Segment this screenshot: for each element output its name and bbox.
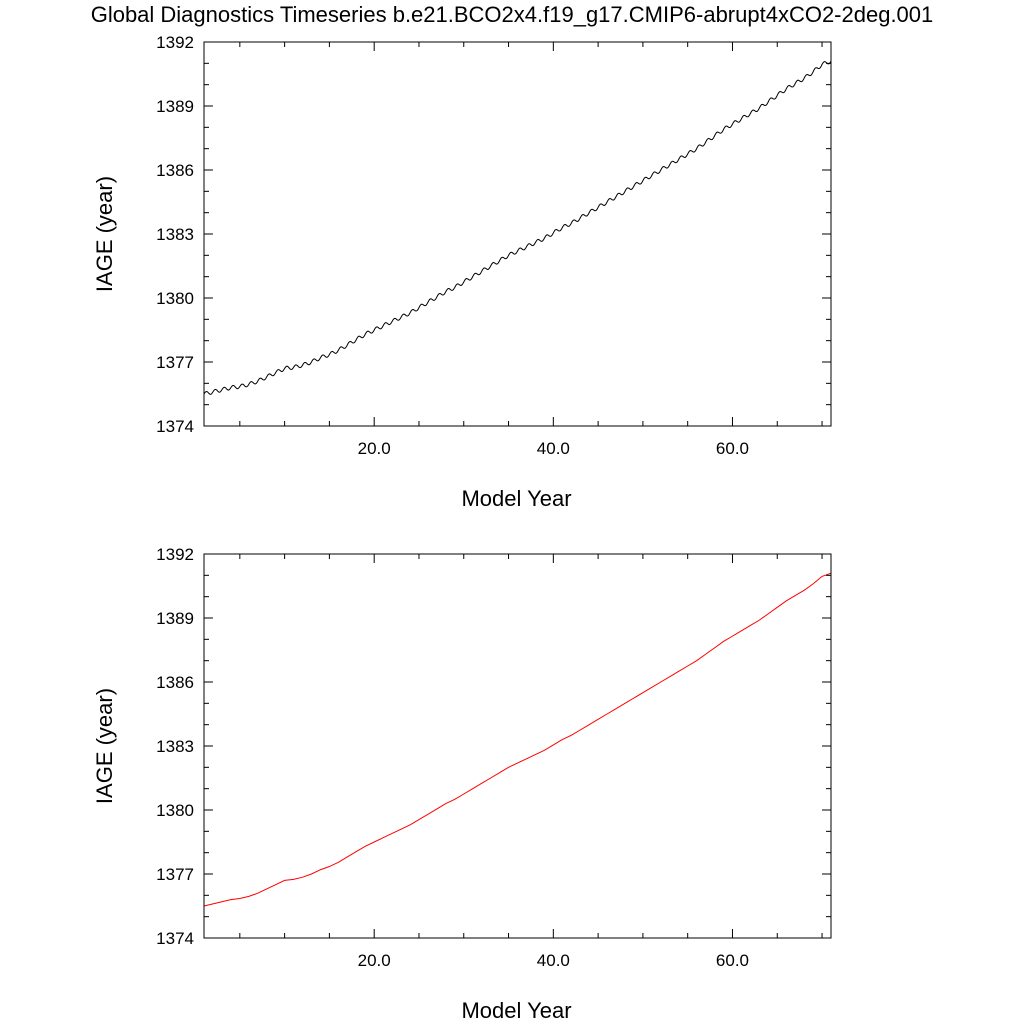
y-tick-label: 1383 [156, 225, 194, 244]
y-tick-label: 1386 [156, 673, 194, 692]
x-axis-label: Model Year [461, 486, 571, 511]
x-tick-label: 20.0 [358, 439, 391, 458]
y-tick-label: 1383 [156, 737, 194, 756]
series-line-1 [203, 572, 832, 907]
y-tick-label: 1389 [156, 97, 194, 116]
x-tick-label: 60.0 [716, 951, 749, 970]
y-tick-label: 1392 [156, 545, 194, 564]
x-axis-label: Model Year [461, 998, 571, 1023]
series-line-1 [203, 60, 832, 395]
y-tick-label: 1386 [156, 161, 194, 180]
y-tick-label: 1389 [156, 609, 194, 628]
y-tick-label: 1374 [156, 417, 194, 436]
plot-panel-2: 20.0 40.0 60.0 1374 1377 1380 1383 1386 1389 1392… [92, 545, 832, 1023]
y-tick-label: 1392 [156, 33, 194, 52]
x-tick-label: 60.0 [716, 439, 749, 458]
y-tick-label: 1374 [156, 929, 194, 948]
plot-frame [203, 553, 832, 939]
x-tick-label: 40.0 [537, 951, 570, 970]
y-axis-label: IAGE (year) [92, 688, 117, 804]
y-tick-label: 1377 [156, 865, 194, 884]
y-axis-label: IAGE (year) [92, 176, 117, 292]
x-tick-label: 40.0 [537, 439, 570, 458]
y-tick-label: 1380 [156, 289, 194, 308]
plot-panel-1: 20.0 40.0 60.0 1374 1377 1380 1383 1386 1389 1392… [92, 33, 832, 511]
y-tick-label: 1377 [156, 353, 194, 372]
x-tick-label: 20.0 [358, 951, 391, 970]
chart-title: Global Diagnostics Timeseries b.e21.BCO2… [90, 2, 934, 27]
y-tick-label: 1380 [156, 801, 194, 820]
plot-frame [203, 41, 832, 427]
